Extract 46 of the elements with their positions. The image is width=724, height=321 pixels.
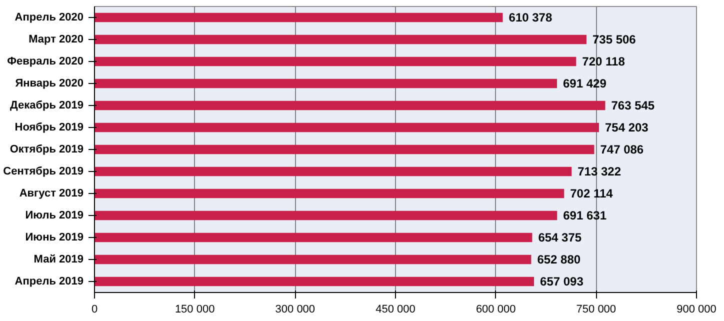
y-tick-label: Июнь 2019 xyxy=(25,232,84,244)
bar xyxy=(94,12,503,22)
bar xyxy=(94,188,564,198)
data-label: 691 429 xyxy=(562,76,607,90)
x-tick-label: 150 000 xyxy=(174,304,215,316)
y-tick-label: Ноябрь 2019 xyxy=(14,122,84,134)
bar xyxy=(94,56,576,66)
x-tick-label: 900 000 xyxy=(676,304,716,316)
y-tick-label: Апрель 2019 xyxy=(14,276,84,288)
data-label: 657 093 xyxy=(540,274,584,288)
bar xyxy=(94,276,534,286)
bar xyxy=(94,34,586,44)
data-label: 720 118 xyxy=(582,54,626,68)
bar xyxy=(94,232,532,242)
x-tick-label: 450 000 xyxy=(376,304,416,316)
data-label: 702 114 xyxy=(570,186,614,200)
y-tick-label: Февраль 2020 xyxy=(7,56,84,68)
data-label: 652 880 xyxy=(537,252,581,266)
y-tick-label: Апрель 2020 xyxy=(14,12,84,24)
data-label: 747 086 xyxy=(600,142,644,156)
bar xyxy=(94,78,557,88)
data-label: 763 545 xyxy=(611,98,655,112)
y-tick-label: Сентябрь 2019 xyxy=(3,166,84,178)
x-tick-label: 750 000 xyxy=(576,304,616,316)
y-tick-label: Июль 2019 xyxy=(25,210,84,222)
y-tick-label: Декабрь 2019 xyxy=(10,100,84,112)
bar xyxy=(94,122,599,132)
data-label: 691 631 xyxy=(563,208,607,222)
x-tick-label: 0 xyxy=(91,304,98,316)
data-label: 654 375 xyxy=(538,230,582,244)
y-tick-label: Октябрь 2019 xyxy=(10,144,84,156)
x-tick-label: 600 000 xyxy=(476,304,516,316)
data-label: 610 378 xyxy=(508,10,552,24)
y-tick-label: Август 2019 xyxy=(19,188,84,200)
data-label: 754 203 xyxy=(604,120,649,134)
data-label: 735 506 xyxy=(592,32,636,46)
y-tick-label: Январь 2020 xyxy=(15,78,84,90)
bar xyxy=(94,254,532,264)
y-tick-label: Май 2019 xyxy=(34,254,84,266)
data-label: 713 322 xyxy=(578,164,622,178)
bar xyxy=(94,166,572,176)
y-tick-label: Март 2020 xyxy=(28,34,84,46)
x-tick-label: 300 000 xyxy=(275,304,316,316)
bar xyxy=(94,144,594,154)
bar xyxy=(94,210,558,220)
bar xyxy=(94,100,606,110)
